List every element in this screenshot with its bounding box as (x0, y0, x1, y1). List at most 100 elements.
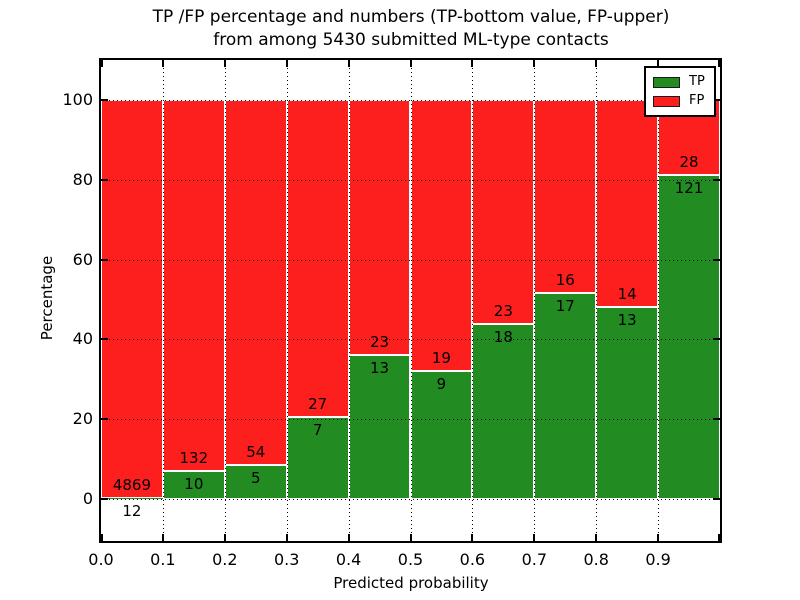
y-tick-mark-left (101, 258, 108, 261)
y-tick-mark-right (713, 178, 720, 181)
x-tick-label: 0.1 (150, 550, 176, 569)
bar-fp-count-label: 132 (179, 448, 209, 467)
bar-tp-count-label: 13 (369, 358, 390, 377)
x-tick-mark-bottom (161, 534, 164, 541)
x-tick-mark-top (718, 60, 720, 67)
bar-tp-segment (658, 174, 720, 499)
chart-title: TP /FP percentage and numbers (TP-bottom… (101, 6, 721, 52)
x-tick-label: 0.3 (273, 550, 300, 569)
bar-fp-segment (472, 100, 535, 324)
bar-fp-count-label: 23 (493, 301, 513, 320)
legend: TP FP (644, 66, 716, 117)
x-tick-mark-top (533, 60, 536, 67)
bar-tp-segment (472, 323, 535, 499)
y-tick-label: 60 (72, 249, 93, 269)
bar-fp-segment (410, 100, 473, 371)
bar-fp-count-label: 28 (679, 152, 699, 171)
y-tick-label: 20 (72, 409, 93, 429)
x-tick-mark-bottom (533, 534, 536, 541)
bar-tp-count-label: 17 (555, 297, 575, 316)
gridline-vertical (162, 60, 164, 541)
bar-tp-count-label: 18 (493, 327, 513, 346)
legend-label-tp: TP (689, 74, 705, 89)
x-tick-mark-bottom (718, 534, 720, 541)
gridline-vertical (348, 60, 350, 541)
bar-tp-segment (101, 498, 163, 500)
bar-fp-segment (534, 100, 597, 294)
x-tick-mark-top (161, 60, 164, 67)
bar-fp-count-label: 23 (369, 332, 390, 351)
x-tick-mark-bottom (223, 534, 226, 541)
x-tick-mark-bottom (595, 534, 598, 541)
bar-fp-segment (286, 100, 349, 417)
legend-swatch-tp (653, 76, 680, 88)
y-tick-mark-left (101, 99, 108, 101)
bar-tp-segment (224, 465, 287, 499)
legend-label-fp: FP (689, 93, 705, 108)
y-tick-mark-right (713, 99, 720, 101)
gridline-vertical (472, 60, 474, 541)
y-tick-label: 0 (82, 489, 93, 508)
bar-tp-count-label: 12 (122, 502, 142, 521)
gridline-vertical (658, 60, 660, 541)
x-tick-mark-top (101, 60, 103, 67)
gridline-vertical (286, 60, 288, 541)
bar-tp-count-label: 121 (674, 178, 704, 197)
y-axis-label: Percentage (38, 255, 56, 341)
bar-tp-count-label: 10 (184, 474, 204, 493)
x-tick-mark-top (223, 60, 226, 67)
bar-tp-segment (286, 416, 349, 499)
bar-tp-count-label: 9 (436, 374, 447, 393)
x-tick-label: 0.9 (645, 550, 671, 569)
y-tick-mark-right (713, 258, 720, 261)
x-tick-label: 0.7 (521, 550, 548, 569)
legend-swatch-fp (653, 95, 680, 107)
y-tick-mark-left (101, 178, 108, 181)
bar-tp-count-label: 7 (312, 420, 323, 439)
bar-fp-count-label: 19 (431, 348, 451, 367)
x-tick-mark-bottom (409, 534, 412, 541)
bar-fp-count-label: 54 (246, 443, 266, 462)
legend-row: TP (653, 73, 708, 91)
y-tick-mark-left (101, 498, 108, 500)
x-tick-mark-bottom (657, 534, 660, 541)
x-tick-label: 0.5 (397, 550, 424, 569)
chart-title-line1: TP /FP percentage and numbers (TP-bottom… (152, 7, 670, 27)
bar-tp-count-label: 5 (250, 469, 261, 488)
y-tick-mark-left (101, 338, 108, 341)
bar-fp-segment (162, 100, 225, 471)
bar-fp-count-label: 27 (308, 394, 328, 413)
y-tick-label: 80 (72, 169, 93, 189)
bar-fp-count-label: 14 (617, 284, 637, 303)
y-tick-mark-right (713, 338, 720, 341)
y-tick-mark-left (101, 418, 108, 421)
x-tick-mark-top (347, 60, 350, 67)
x-tick-mark-bottom (285, 534, 288, 541)
bar-fp-segment (101, 100, 163, 499)
x-tick-label: 0.6 (459, 550, 486, 569)
bar-fp-segment (224, 100, 287, 466)
x-tick-mark-top (285, 60, 288, 67)
plot-area: 4869 12 132 10 54 5 27 7 23 13 19 9 23 18 16 17 14 13 28 12… (99, 58, 722, 543)
x-tick-label: 0.8 (583, 550, 609, 569)
bar-fp-count-label: 16 (555, 271, 575, 290)
gridline-vertical (410, 60, 412, 541)
x-axis-label: Predicted probability (333, 574, 489, 592)
x-tick-mark-bottom (471, 534, 474, 541)
x-tick-mark-bottom (101, 534, 103, 541)
bar-tp-segment (534, 293, 597, 499)
x-tick-mark-top (409, 60, 412, 67)
x-tick-label: 0.2 (212, 550, 238, 569)
x-tick-mark-top (657, 60, 660, 67)
bar-fp-segment (596, 100, 659, 307)
y-tick-mark-right (713, 498, 720, 500)
chart-title-line2: from among 5430 submitted ML-type contac… (213, 30, 609, 50)
bar-fp-segment (348, 100, 411, 355)
y-tick-mark-right (713, 418, 720, 421)
gridline-vertical (534, 60, 536, 541)
bar-tp-segment (596, 306, 659, 499)
gridline-vertical (224, 60, 226, 541)
x-tick-mark-top (595, 60, 598, 67)
y-tick-label: 100 (62, 90, 93, 109)
